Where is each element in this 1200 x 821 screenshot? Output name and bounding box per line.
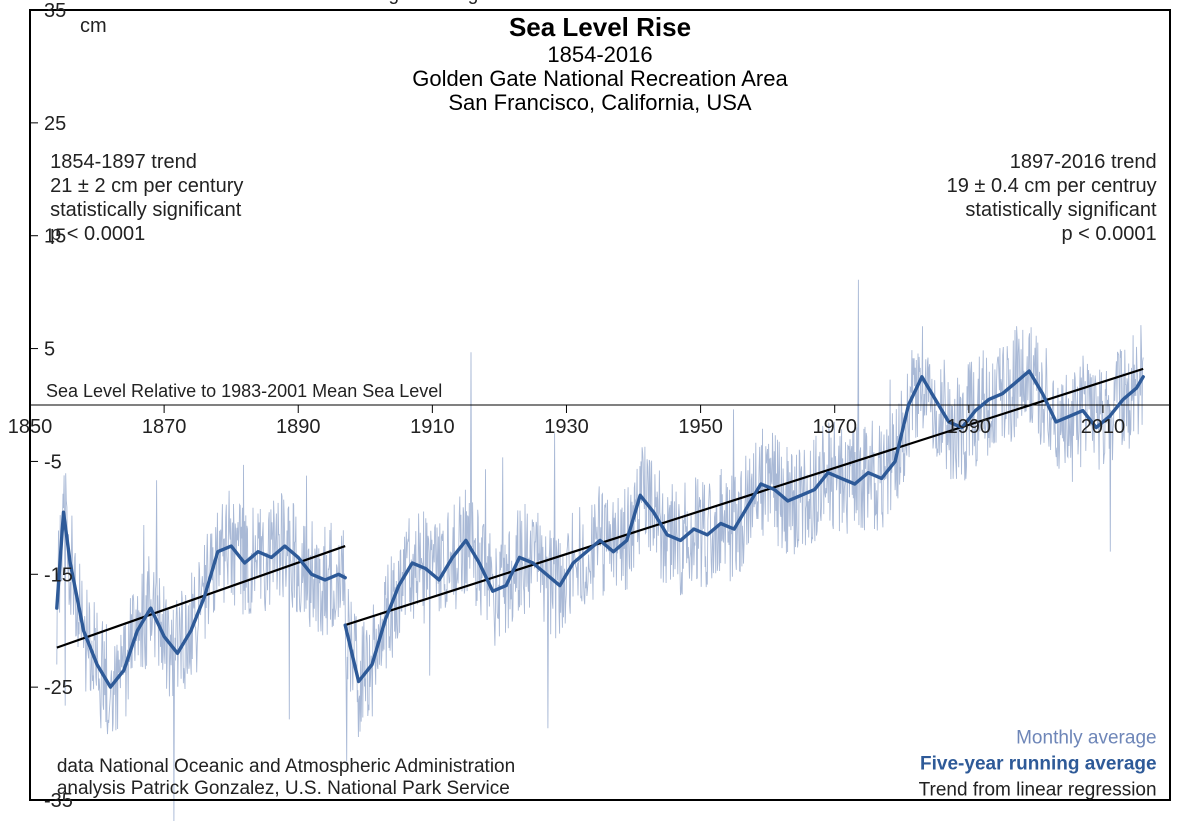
y-tick-label: 35 (44, 0, 66, 22)
axis-note: Sea Level Relative to 1983-2001 Mean Sea… (46, 381, 442, 401)
x-tick-label: 1990 (947, 416, 992, 438)
trend-left-line: 21 ± 2 cm per century (50, 175, 243, 197)
trend-right-line: statistically significant (965, 199, 1157, 221)
x-tick-label: 1970 (812, 416, 857, 438)
y-unit: cm (80, 15, 107, 37)
x-tick-label: 1910 (410, 416, 455, 438)
legend-item: Five-year running average (920, 754, 1157, 775)
legend-item: Trend from linear regression (919, 779, 1157, 800)
trend-right-line: 19 ± 0.4 cm per centruy (947, 175, 1157, 197)
chart-bg (0, 0, 1200, 821)
chart-subtitle: Golden Gate National Recreation Area (412, 66, 788, 91)
y-tick-label: 5 (44, 339, 55, 361)
y-tick-label: 25 (44, 113, 66, 135)
datum-label: August1897 (365, 0, 466, 5)
trend-left-line: statistically significant (50, 199, 242, 221)
credit-line: analysis Patrick Gonzalez, U.S. National… (57, 778, 510, 799)
trend-right-line: p < 0.0001 (1061, 223, 1156, 245)
chart-subtitle: San Francisco, California, USA (448, 90, 752, 115)
y-tick-label: -5 (44, 451, 62, 473)
x-tick-label: 1870 (142, 416, 187, 438)
chart-subtitle: 1854-2016 (547, 42, 652, 67)
trend-right-line: 1897-2016 trend (1010, 151, 1157, 173)
x-tick-label: 1850 (8, 416, 53, 438)
credit-line: data National Oceanic and Atmospheric Ad… (57, 756, 515, 777)
y-tick-label: -25 (44, 677, 73, 699)
x-tick-label: 1930 (544, 416, 589, 438)
trend-left-line: p < 0.0001 (50, 223, 145, 245)
x-tick-label: 1890 (276, 416, 321, 438)
legend-item: Monthly average (1016, 728, 1156, 749)
y-tick-label: -15 (44, 564, 73, 586)
chart-title: Sea Level Rise (509, 12, 691, 42)
x-tick-label: 2010 (1081, 416, 1126, 438)
trend-left-line: 1854-1897 trend (50, 151, 197, 173)
x-tick-label: 1950 (678, 416, 723, 438)
